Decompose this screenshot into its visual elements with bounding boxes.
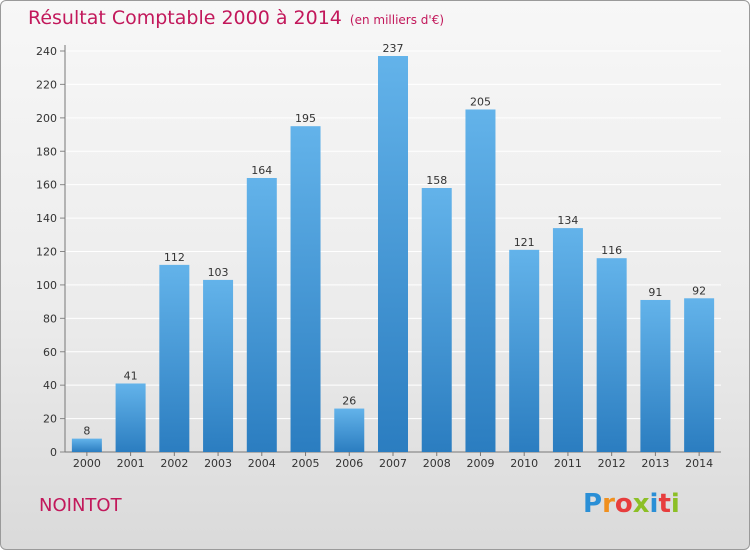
data-label: 237	[383, 42, 404, 55]
data-label: 116	[601, 244, 622, 257]
logo-letter: r	[602, 489, 615, 519]
x-tick-label: 2009	[466, 457, 494, 470]
y-tick-label: 80	[43, 312, 57, 325]
proxiti-logo: Proxiti	[583, 489, 680, 519]
bar	[71, 438, 102, 452]
x-tick-label: 2001	[117, 457, 145, 470]
logo-letter: P	[583, 489, 603, 519]
logo-letter: o	[614, 489, 633, 519]
bar	[203, 279, 234, 452]
y-tick-label: 0	[50, 446, 57, 459]
x-tick-label: 2007	[379, 457, 407, 470]
x-tick-label: 2013	[641, 457, 669, 470]
bar	[421, 188, 452, 452]
chart-title: Résultat Comptable 2000 à 2014 (en millie…	[28, 7, 444, 29]
commune-name: NOINTOT	[39, 495, 122, 516]
bar	[552, 228, 583, 452]
bar	[465, 109, 496, 453]
x-tick-label: 2005	[292, 457, 320, 470]
bar	[246, 177, 277, 452]
x-tick-label: 2008	[423, 457, 451, 470]
bar	[290, 126, 321, 452]
y-tick-label: 240	[36, 45, 57, 58]
x-tick-label: 2004	[248, 457, 276, 470]
bar	[378, 56, 408, 452]
title-subtitle: (en milliers d'€)	[349, 13, 445, 27]
data-label: 103	[208, 266, 229, 279]
y-tick-label: 60	[43, 346, 57, 359]
x-tick-label: 2000	[73, 457, 101, 470]
y-tick-label: 200	[36, 112, 57, 125]
bar	[334, 408, 365, 452]
y-tick-label: 120	[36, 246, 57, 259]
bar	[596, 258, 627, 452]
title-text: Résultat Comptable 2000 à 2014	[28, 7, 342, 29]
data-label: 92	[692, 284, 706, 297]
data-label: 91	[648, 286, 662, 299]
x-tick-label: 2002	[160, 457, 188, 470]
y-tick-label: 40	[43, 379, 57, 392]
y-tick-label: 220	[36, 78, 57, 91]
bar	[684, 298, 715, 452]
logo-letter: i	[649, 489, 659, 519]
x-tick-label: 2003	[204, 457, 232, 470]
data-label: 195	[295, 112, 316, 125]
bar	[115, 383, 146, 452]
x-tick-label: 2010	[510, 457, 538, 470]
data-label: 158	[426, 174, 447, 187]
bar	[159, 264, 190, 452]
x-tick-label: 2011	[554, 457, 582, 470]
x-tick-label: 2014	[685, 457, 713, 470]
logo-letter: i	[670, 489, 680, 519]
bar	[509, 249, 540, 452]
y-tick-label: 140	[36, 212, 57, 225]
y-tick-label: 100	[36, 279, 57, 292]
logo-letter: x	[632, 489, 650, 519]
y-tick-label: 160	[36, 179, 57, 192]
logo-letter: t	[658, 489, 671, 519]
y-tick-label: 180	[36, 145, 57, 158]
data-label: 8	[83, 425, 90, 438]
x-tick-label: 2012	[598, 457, 626, 470]
data-label: 26	[342, 395, 356, 408]
data-label: 41	[124, 369, 138, 382]
bar	[640, 299, 671, 452]
data-label: 205	[470, 95, 491, 108]
data-label: 112	[164, 251, 185, 264]
data-label: 164	[251, 164, 272, 177]
data-label: 121	[514, 236, 535, 249]
data-label: 134	[557, 214, 578, 227]
x-tick-label: 2006	[335, 457, 363, 470]
y-tick-label: 20	[43, 413, 57, 426]
